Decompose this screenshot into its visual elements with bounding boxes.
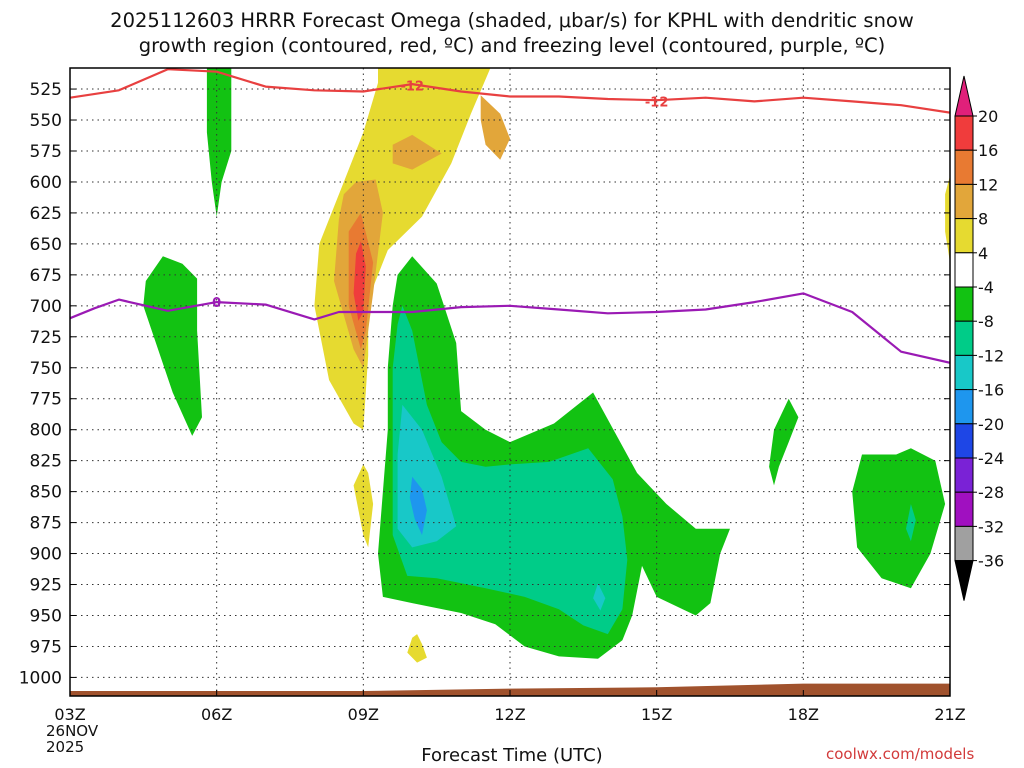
colorbar-label--32: -32 (978, 517, 1004, 536)
y-tick-label-700: 700 (30, 297, 62, 317)
y-tick-label-625: 625 (30, 204, 62, 224)
x-axis-title: Forecast Time (UTC) (421, 745, 603, 766)
y-tick-label-550: 550 (30, 111, 62, 131)
omega-region-4 (480, 95, 510, 160)
colorbar-label-16: 16 (978, 141, 998, 160)
x-tick-label-21Z: 21Z (934, 705, 965, 724)
omega-region-13 (852, 448, 946, 589)
y-tick-label-1000: 1000 (19, 668, 62, 688)
colorbar-bin-4-to-8 (954, 218, 974, 254)
y-tick-label-900: 900 (30, 545, 62, 565)
colorbar: 20 16 12 8 4 -4 -8 -12 -16 -20 -24 -28 -32 -36 (954, 75, 1004, 601)
dgz-contour-label-1: -12 (400, 79, 424, 94)
terrain-surface (70, 683, 950, 696)
omega-region-3 (945, 175, 950, 263)
x-tick-label-12Z: 12Z (494, 705, 525, 724)
omega-region-15 (906, 504, 916, 542)
omega-region-8 (353, 241, 366, 321)
colorbar-bin--32-to--28 (954, 491, 974, 527)
colorbar-bin--8-to--4 (954, 286, 974, 322)
colorbar-bin-12-to-16 (954, 149, 974, 185)
contour-lines (70, 68, 950, 696)
colorbar-label--4: -4 (978, 278, 994, 297)
omega-region-12 (769, 398, 799, 486)
colorbar-bin--20-to--16 (954, 389, 974, 425)
colorbar-bin--24-to--20 (954, 423, 974, 459)
colorbar-label--36: -36 (978, 552, 1004, 571)
colorbar-bin-8-to-12 (954, 183, 974, 220)
contour-labels: -12 -12 0 (212, 79, 669, 311)
y-tick-label-650: 650 (30, 235, 62, 255)
colorbar-label--24: -24 (978, 449, 1004, 468)
x-tick-label-06Z: 06Z (201, 705, 232, 724)
y-tick-label-975: 975 (30, 637, 62, 657)
x-tick-label-15Z: 15Z (641, 705, 672, 724)
y-tick-label-675: 675 (30, 266, 62, 286)
chart-title-line-2: growth region (contoured, red, ºC) and f… (138, 34, 886, 57)
colorbar-bin--16-to--12 (954, 354, 974, 391)
colorbar-label-12: 12 (978, 175, 998, 194)
y-tick-label-575: 575 (30, 142, 62, 162)
omega-region-9 (143, 256, 202, 436)
colorbar-label-4: 4 (978, 244, 988, 263)
colorbar-label--20: -20 (978, 415, 1004, 434)
y-tick-label-925: 925 (30, 576, 62, 596)
colorbar-bin--36-to--32 (954, 525, 974, 562)
y-tick-label-600: 600 (30, 173, 62, 193)
x-tick-label-18Z: 18Z (788, 705, 819, 724)
omega-region-2 (407, 634, 427, 663)
y-tick-label-950: 950 (30, 606, 62, 626)
dgz-contour-label-2: -12 (645, 95, 669, 110)
chart-title-line-1: 2025112603 HRRR Forecast Omega (shaded, … (110, 9, 914, 32)
colorbar-label--28: -28 (978, 483, 1004, 502)
colorbar-top-arrow (954, 75, 974, 117)
colorbar-label--12: -12 (978, 346, 1004, 365)
chart-title: 2025112603 HRRR Forecast Omega (shaded, … (0, 8, 1024, 58)
x-tick-year: 2025 (46, 738, 84, 756)
y-tick-label-750: 750 (30, 359, 62, 379)
omega-region-5 (392, 134, 442, 170)
omega-region-10 (206, 68, 232, 217)
gridlines (70, 68, 950, 696)
omega-region-18 (409, 476, 427, 535)
y-tick-label-800: 800 (30, 421, 62, 441)
colorbar-label-8: 8 (978, 210, 988, 229)
x-tick-label-03Z: 03Z (54, 705, 85, 724)
omega-region-1 (353, 464, 374, 548)
colorbar-label--16: -16 (978, 381, 1004, 400)
y-tick-label-850: 850 (30, 483, 62, 503)
y-tick-label-875: 875 (30, 514, 62, 534)
freezing-level-label: 0 (212, 296, 221, 311)
colorbar-bottom-arrow (954, 560, 974, 601)
dgz-contour-line (70, 68, 950, 114)
y-tick-label-525: 525 (30, 80, 62, 100)
y-tick-label-775: 775 (30, 390, 62, 410)
freezing-level-line (70, 292, 950, 364)
colorbar-label-20: 20 (978, 107, 998, 126)
y-axis: 525 550 575 600 625 650 675 700 725 750 775 800 825 8… (19, 80, 950, 688)
colorbar-bin--4-to-4 (954, 252, 974, 288)
colorbar-bin--12-to--8 (954, 320, 974, 356)
y-tick-label-825: 825 (30, 452, 62, 472)
x-tick-date: 26NOV (46, 722, 99, 740)
colorbar-bin--28-to--24 (954, 457, 974, 493)
x-tick-label-09Z: 09Z (348, 705, 379, 724)
omega-region-17 (593, 583, 606, 611)
source-credit: coolwx.com/models (826, 745, 975, 763)
colorbar-label--8: -8 (978, 312, 994, 331)
omega-shading (143, 68, 950, 663)
omega-region-16 (397, 404, 457, 548)
colorbar-bin-16-to-20 (954, 115, 974, 151)
y-tick-label-725: 725 (30, 328, 62, 348)
